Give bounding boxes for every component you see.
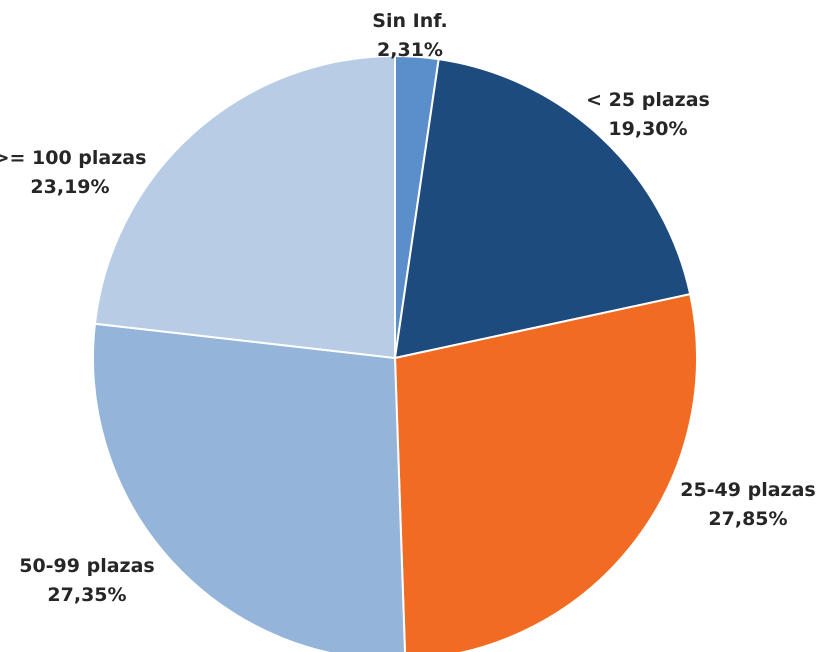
- slice-label-25-49-plazas: 25-49 plazas: [680, 479, 816, 501]
- slice-value-25-plazas: 19,30%: [608, 118, 687, 140]
- slice-label-sin-inf: Sin Inf.: [372, 10, 447, 32]
- pie-slice-25-49-plazas: [393, 292, 698, 652]
- slice-value-100-plazas: 23,19%: [30, 176, 109, 198]
- slice-label-25-plazas: < 25 plazas: [586, 89, 710, 111]
- slice-label-100-plazas: >= 100 plazas: [0, 147, 146, 169]
- pie-slice-50-99-plazas: [92, 322, 406, 652]
- slice-value-25-49-plazas: 27,85%: [708, 508, 787, 530]
- pie-slice-100-plazas: [93, 54, 396, 360]
- slice-value-50-99-plazas: 27,35%: [47, 584, 126, 606]
- pie-slice-25-plazas: [393, 58, 692, 360]
- slice-label-50-99-plazas: 50-99 plazas: [19, 555, 155, 577]
- slice-value-sin-inf: 2,31%: [377, 39, 443, 61]
